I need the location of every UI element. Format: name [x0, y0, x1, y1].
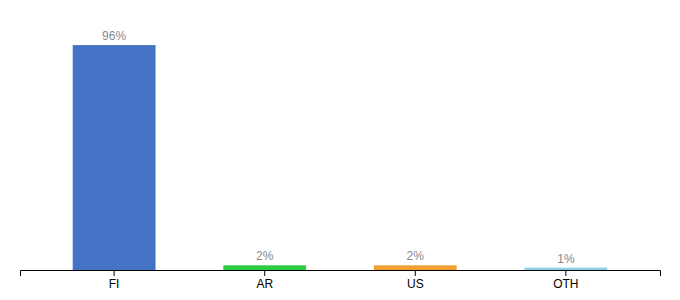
x-tick-mark [415, 270, 416, 276]
x-tick-mark [114, 270, 115, 276]
bars [73, 45, 608, 270]
x-tick: AR [256, 270, 273, 291]
x-axis-line [21, 271, 661, 277]
x-tick-mark [264, 270, 265, 276]
chart: 96% 2% 2% 1% FI AR US OTH [0, 0, 680, 300]
bar [374, 265, 457, 270]
x-tick: FI [109, 270, 120, 291]
x-axis: FI AR US OTH [21, 270, 661, 291]
x-tick-label: FI [109, 277, 120, 291]
plot: 96% 2% 2% 1% FI AR US OTH [21, 29, 661, 290]
x-tick-label: AR [256, 277, 273, 291]
data-label: 96% [102, 29, 126, 43]
x-tick: OTH [553, 270, 578, 291]
bar [524, 268, 607, 270]
data-label: 2% [407, 249, 425, 263]
data-label: 1% [557, 252, 575, 266]
bar [73, 45, 156, 270]
x-tick-mark [565, 270, 566, 276]
data-label: 2% [256, 249, 274, 263]
data-labels: 96% 2% 2% 1% [102, 29, 575, 266]
x-tick-label: OTH [553, 277, 578, 291]
x-tick: US [407, 270, 424, 291]
bar [223, 265, 306, 270]
x-tick-label: US [407, 277, 424, 291]
